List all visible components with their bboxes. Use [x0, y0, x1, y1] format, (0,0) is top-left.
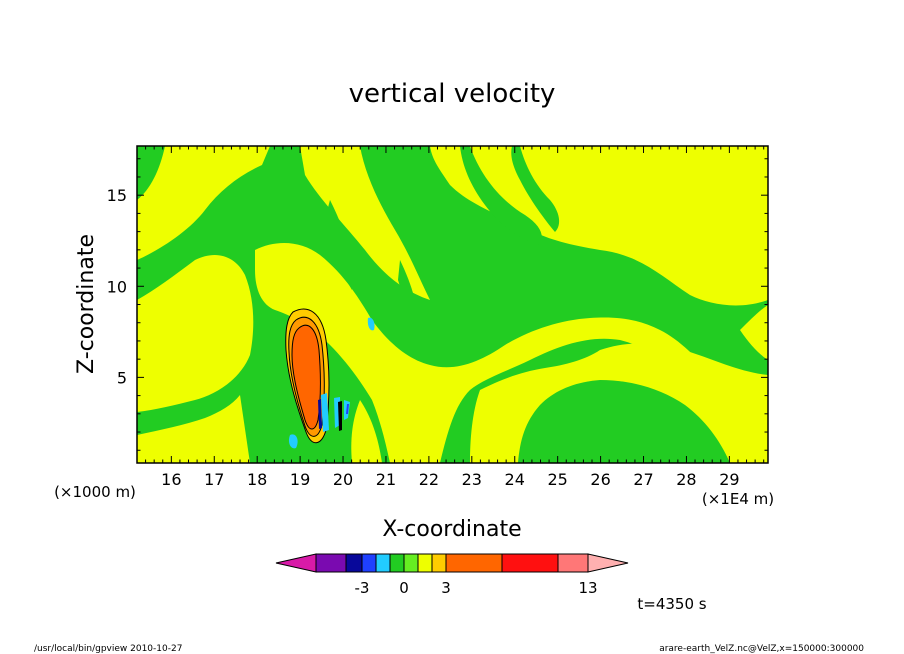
yellow-region-top-band [137, 146, 230, 245]
colorbar-segment [345, 553, 363, 573]
colorbar-segment [417, 553, 433, 573]
chart-title: vertical velocity [349, 79, 556, 109]
y-tick-label: 10 [107, 277, 127, 296]
plot-area [137, 146, 768, 463]
x-axis-ticks: 16 17 18 19 20 21 22 23 24 25 26 27 28 29 [136, 146, 765, 489]
x-axis-label: X-coordinate [382, 517, 521, 542]
y-tick-label: 15 [107, 186, 127, 205]
yellow-region-bottom-middle [351, 400, 382, 463]
x-tick-label: 17 [204, 470, 224, 489]
y-unit-note: (×1000 m) [54, 483, 136, 501]
x-tick-label: 28 [676, 470, 696, 489]
green-streak-1 [460, 146, 542, 245]
x-tick-label: 21 [376, 470, 396, 489]
colorbar-segment [403, 553, 419, 573]
colorbar-arrow-low [275, 553, 317, 573]
colorbar-segment [431, 553, 447, 573]
colorbar-label: -3 [355, 579, 370, 597]
yellow-region-upper-middle [300, 146, 430, 300]
updraft-core [285, 308, 330, 444]
yellow-region-top-right [430, 146, 768, 306]
green-streak-6 [685, 415, 701, 463]
downdraft-streaks [288, 317, 375, 449]
colorbar: -3 0 3 13 [275, 553, 629, 597]
footer-left: /usr/local/bin/gpview 2010-10-27 [34, 644, 182, 654]
x-tick-label: 29 [719, 470, 739, 489]
x-unit-note: (×1E4 m) [702, 490, 774, 508]
colorbar-segment [361, 553, 377, 573]
yellow-region-central [255, 243, 740, 463]
x-tick-label: 19 [290, 470, 310, 489]
yellow-region-lower-left [137, 395, 250, 463]
time-annotation: t=4350 s [637, 595, 706, 613]
y-axis-label: Z-coordinate [74, 234, 99, 374]
colorbar-arrow-high [587, 553, 629, 573]
colorbar-label: 0 [399, 579, 409, 597]
x-tick-label: 16 [161, 470, 181, 489]
yellow-region-mid-left [137, 255, 254, 412]
colorbar-segment [501, 553, 559, 573]
colorbar-label: 3 [441, 579, 451, 597]
yellow-region-upper-left [137, 146, 270, 260]
colorbar-segment [375, 553, 391, 573]
x-tick-label: 22 [419, 470, 439, 489]
colorbar-segment [557, 553, 589, 573]
y-axis-ticks: 5 10 15 [107, 158, 768, 451]
green-streak-5 [556, 410, 574, 463]
colorbar-label: 13 [578, 579, 597, 597]
x-tick-label: 23 [462, 470, 482, 489]
colorbar-segment [315, 553, 347, 573]
x-tick-label: 26 [590, 470, 610, 489]
x-tick-label: 27 [633, 470, 653, 489]
colorbar-segment [445, 553, 503, 573]
x-tick-label: 24 [505, 470, 525, 489]
x-tick-label: 18 [247, 470, 267, 489]
green-streak-3 [398, 260, 419, 335]
green-streak-2 [511, 146, 560, 232]
x-tick-label: 25 [547, 470, 567, 489]
y-tick-label: 5 [117, 368, 127, 387]
green-streak-4 [326, 200, 353, 290]
footer-right: arare-earth_VelZ.nc@VelZ,x=150000:300000 [659, 644, 864, 654]
yellow-region-right-edge [740, 305, 768, 360]
x-tick-label: 20 [333, 470, 353, 489]
yellow-region-lower-right [470, 343, 768, 463]
colorbar-segment [389, 553, 405, 573]
